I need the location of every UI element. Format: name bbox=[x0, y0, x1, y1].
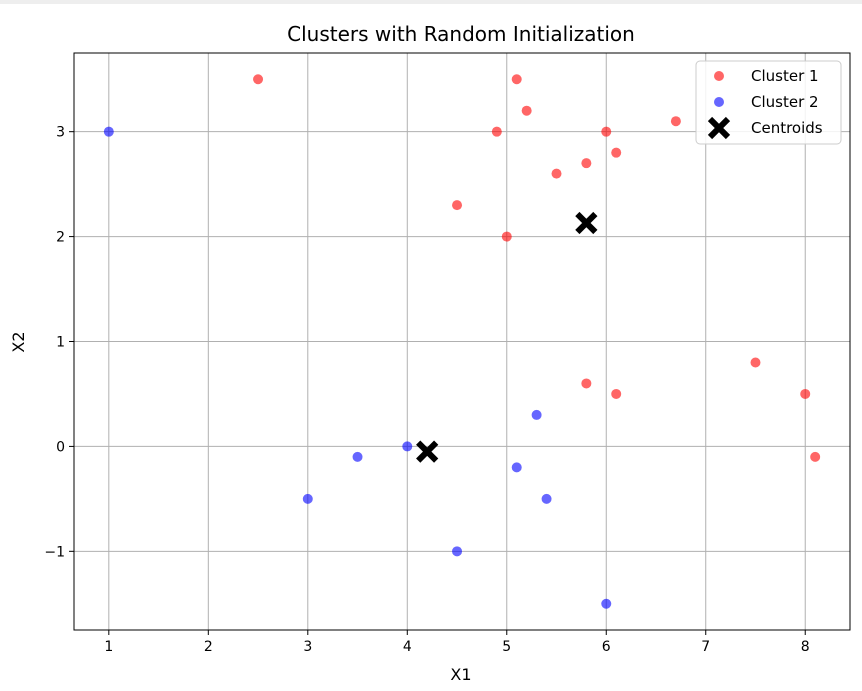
y-tick-label: 0 bbox=[56, 439, 65, 455]
x-tick-label: 7 bbox=[701, 639, 710, 655]
cluster-2-point bbox=[352, 451, 363, 462]
y-tick-label: 1 bbox=[56, 335, 65, 351]
x-tick-label: 5 bbox=[502, 639, 511, 655]
cluster-1-point bbox=[491, 126, 502, 137]
cluster-2-point bbox=[511, 462, 522, 473]
cluster-1-point bbox=[521, 105, 532, 116]
centroid-marker bbox=[575, 211, 598, 235]
cluster-1-point bbox=[452, 200, 463, 211]
x-axis-ticks: 1 2 3 4 5 6 7 8 bbox=[104, 630, 810, 655]
cluster-2-point bbox=[302, 493, 313, 504]
cluster-1-point bbox=[800, 388, 811, 399]
window-top-border bbox=[0, 0, 862, 4]
x-tick-label: 2 bbox=[204, 639, 213, 655]
cluster-1-point bbox=[611, 147, 622, 158]
data-points bbox=[103, 74, 821, 609]
cluster-2-point bbox=[601, 598, 612, 609]
cluster-1-point bbox=[581, 158, 592, 169]
legend-box bbox=[695, 60, 842, 145]
cluster-1-point bbox=[611, 388, 622, 399]
y-axis-ticks: −1 0 1 2 3 bbox=[44, 125, 74, 560]
cluster-1-point bbox=[501, 231, 512, 242]
cluster-1-point bbox=[551, 168, 562, 179]
cluster-2-point bbox=[531, 409, 542, 420]
x-tick-label: 4 bbox=[403, 639, 412, 655]
cluster-2-point bbox=[402, 441, 413, 452]
cluster-2-point bbox=[103, 126, 114, 137]
cluster-1-point bbox=[253, 74, 264, 85]
x-tick-label: 6 bbox=[602, 639, 611, 655]
y-axis-label: X2 bbox=[9, 331, 28, 352]
y-tick-label: −1 bbox=[44, 544, 65, 560]
centroid-marker bbox=[416, 440, 439, 463]
chart-title: Clusters with Random Initialization bbox=[287, 22, 635, 46]
cluster-1-point bbox=[810, 451, 821, 462]
cluster-1-point bbox=[750, 357, 761, 368]
cluster-2-point bbox=[452, 546, 463, 557]
legend: Cluster 1 Cluster 2 Centroids bbox=[695, 60, 842, 145]
legend-label: Centroids bbox=[751, 119, 823, 137]
cluster-1-point bbox=[581, 378, 592, 389]
cluster-1-point bbox=[511, 74, 522, 85]
legend-marker bbox=[714, 71, 724, 81]
legend-label: Cluster 1 bbox=[751, 67, 819, 85]
x-axis-label: X1 bbox=[450, 665, 471, 684]
legend-marker bbox=[714, 97, 724, 107]
x-tick-label: 1 bbox=[104, 639, 113, 655]
y-tick-label: 2 bbox=[56, 230, 65, 246]
plot-area-frame bbox=[73, 52, 851, 631]
cluster-1-point bbox=[670, 116, 681, 127]
y-tick-label: 3 bbox=[56, 125, 65, 141]
x-tick-label: 8 bbox=[801, 639, 810, 655]
x-tick-label: 3 bbox=[303, 639, 312, 655]
legend-centroids-marker bbox=[707, 116, 731, 140]
cluster-1-point bbox=[601, 126, 612, 137]
legend-label: Cluster 2 bbox=[751, 93, 819, 111]
cluster-2-point bbox=[541, 493, 552, 504]
